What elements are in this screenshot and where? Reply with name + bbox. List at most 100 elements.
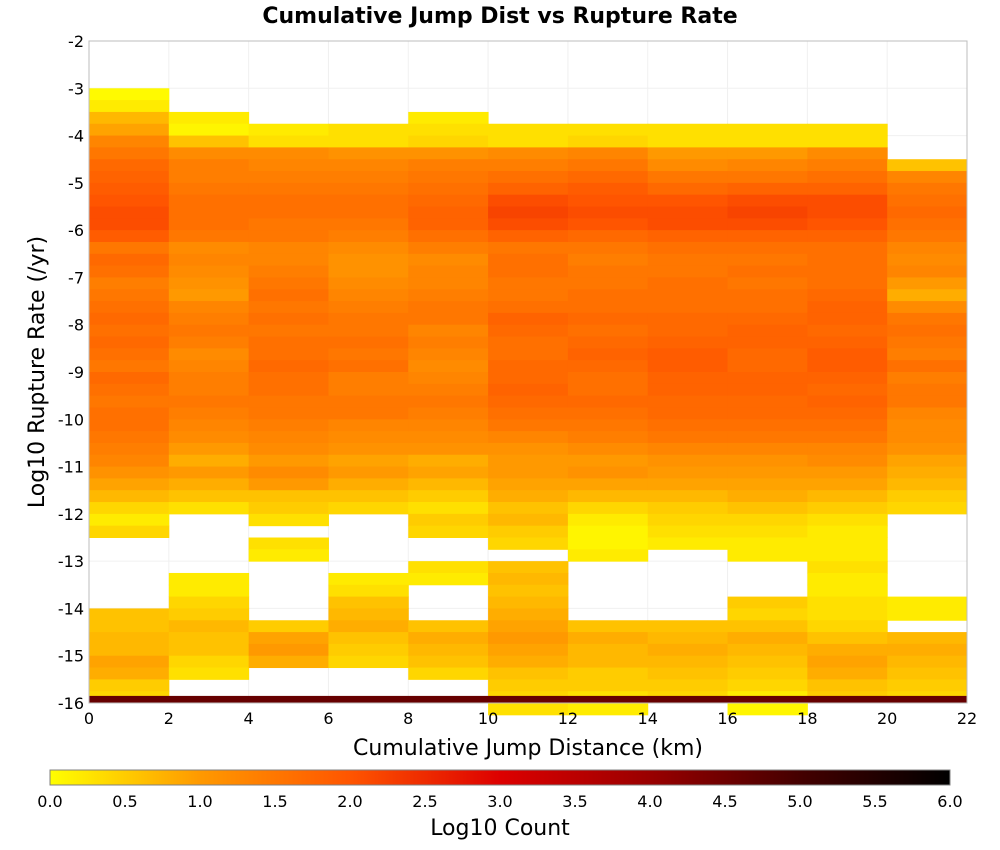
heatmap-cell: [328, 182, 409, 196]
colorbar-tick-label: 3.5: [562, 792, 587, 811]
heatmap-cell: [727, 147, 808, 160]
heatmap-cell: [89, 135, 170, 148]
heatmap-cell: [89, 324, 170, 338]
heatmap-cell: [328, 596, 409, 609]
heatmap-cell: [488, 206, 569, 219]
heatmap-cell: [727, 407, 808, 420]
heatmap-cell: [887, 490, 968, 503]
y-axis-label: Log10 Rupture Rate (/yr): [25, 236, 50, 508]
heatmap-cell: [248, 478, 329, 491]
y-tick-label: -11: [58, 458, 84, 477]
heatmap-cell: [168, 289, 250, 302]
heatmap-cell: [168, 419, 250, 432]
heatmap-cell: [807, 513, 888, 527]
heatmap-cell: [488, 218, 569, 231]
heatmap-cell: [89, 407, 170, 420]
heatmap-cell: [488, 419, 569, 432]
heatmap-cell: [488, 643, 569, 657]
heatmap-cell: [248, 348, 329, 361]
heatmap-cell: [248, 372, 329, 385]
heatmap-cell: [727, 135, 808, 148]
heatmap-cell: [408, 525, 489, 538]
heatmap-cell: [647, 348, 729, 361]
heatmap-cell: [408, 159, 489, 172]
heatmap-cell: [408, 431, 489, 444]
heatmap-cell: [727, 679, 808, 692]
heatmap-cell: [807, 643, 888, 657]
heatmap-cell: [328, 620, 409, 633]
heatmap-cell: [408, 561, 489, 574]
heatmap-cell: [488, 182, 569, 196]
heatmap-cell: [408, 241, 489, 255]
heatmap-cell: [328, 171, 409, 184]
heatmap-cell: [488, 383, 569, 397]
heatmap-cell: [887, 608, 968, 621]
colorbar: [49, 769, 951, 786]
heatmap-cell: [488, 135, 569, 148]
heatmap-cell: [89, 632, 170, 645]
heatmap-cell: [89, 194, 170, 207]
heatmap-cell: [168, 253, 250, 267]
heatmap-cell: [567, 620, 649, 633]
heatmap-cell: [887, 466, 968, 479]
heatmap-cell: [248, 490, 329, 503]
heatmap-cell: [727, 372, 808, 385]
heatmap-cell: [408, 230, 489, 243]
heatmap-cell: [168, 206, 250, 219]
heatmap-cell: [328, 478, 409, 491]
colorbar-tick-label: 6.0: [937, 792, 962, 811]
heatmap-cell: [807, 454, 888, 468]
heatmap-cell: [727, 253, 808, 267]
heatmap-cell: [807, 253, 888, 267]
heatmap-cell: [807, 407, 888, 420]
heatmap-cell: [408, 454, 489, 468]
heatmap-cell: [408, 360, 489, 373]
heatmap-cell: [807, 537, 888, 550]
heatmap-cell: [408, 253, 489, 267]
heatmap-cell: [408, 147, 489, 160]
heatmap-cell: [567, 655, 649, 669]
heatmap-cell: [727, 383, 808, 397]
heatmap-cell: [408, 513, 489, 527]
heatmap-cell: [807, 442, 888, 456]
x-tick-label: 6: [323, 709, 333, 728]
heatmap-cell: [567, 230, 649, 243]
heatmap-cell: [168, 395, 250, 408]
heatmap-cell: [887, 442, 968, 456]
colorbar-tick-label: 5.0: [787, 792, 812, 811]
heatmap-cell: [807, 525, 888, 538]
heatmap-cell: [168, 407, 250, 420]
heatmap-cell: [89, 277, 170, 290]
heatmap-cell: [328, 218, 409, 231]
heatmap-cell: [647, 372, 729, 385]
y-tick-label: -13: [58, 552, 84, 571]
heatmap-cell: [248, 632, 329, 645]
heatmap-cell: [488, 478, 569, 491]
heatmap-cell: [807, 194, 888, 207]
heatmap-cell: [807, 431, 888, 444]
heatmap-cell: [567, 419, 649, 432]
heatmap-cell: [727, 277, 808, 290]
heatmap-cell: [248, 324, 329, 338]
heatmap-cell: [887, 643, 968, 657]
heatmap-cell: [408, 312, 489, 326]
heatmap-cell: [727, 513, 808, 527]
heatmap-cell: [647, 147, 729, 160]
heatmap-cell: [807, 608, 888, 621]
heatmap-cell: [567, 348, 649, 361]
heatmap-cell: [567, 513, 649, 527]
heatmap-cell: [807, 383, 888, 397]
heatmap-cell: [89, 478, 170, 491]
heatmap-cell: [328, 608, 409, 621]
heatmap-cell: [488, 194, 569, 207]
heatmap-cell: [807, 620, 888, 633]
heatmap-cell: [647, 159, 729, 172]
heatmap-cell: [89, 289, 170, 302]
heatmap-cell: [408, 218, 489, 231]
heatmap-cell: [89, 100, 170, 113]
heatmap-cell: [488, 277, 569, 290]
heatmap-cell: [89, 395, 170, 408]
heatmap-cell: [248, 265, 329, 278]
heatmap-cell: [807, 502, 888, 515]
